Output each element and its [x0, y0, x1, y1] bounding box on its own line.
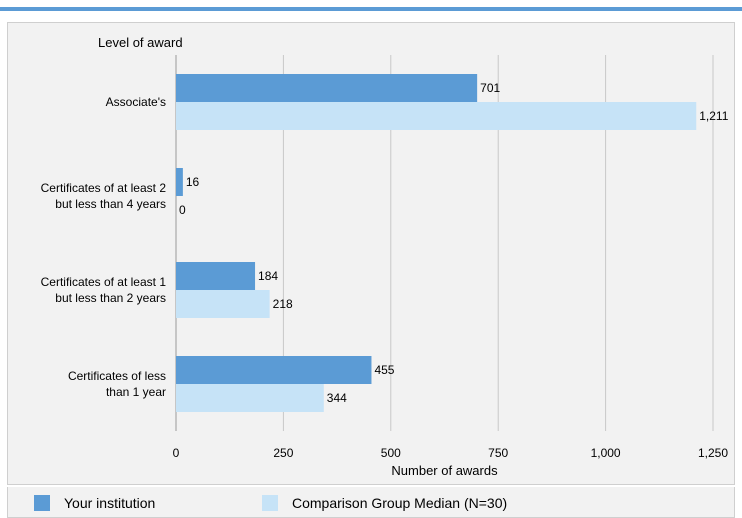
- legend-label-series-2: Comparison Group Median (N=30): [292, 495, 507, 511]
- data-label-series-1-cat-3: 184: [258, 269, 278, 283]
- bar-series-2-cat-1: [176, 102, 696, 130]
- data-label-series-1-cat-1: 701: [480, 81, 500, 95]
- x-axis-title: Number of awards: [391, 463, 498, 478]
- bar-series-2-cat-4: [176, 384, 324, 412]
- header-accent-rule: [0, 7, 742, 11]
- category-label-3-line-2: but less than 2 years: [55, 291, 166, 305]
- bar-series-1-cat-3: [176, 262, 255, 290]
- category-label-4-line-1: Certificates of less: [68, 369, 166, 383]
- data-label-series-1-cat-2: 16: [186, 175, 200, 189]
- x-tick-label-0: 0: [173, 446, 180, 460]
- legend-label-series-1: Your institution: [64, 495, 155, 511]
- category-label-4-line-2: than 1 year: [106, 385, 166, 399]
- category-label-2-line-1: Certificates of at least 2: [41, 181, 167, 195]
- chart-panel: 701 1,211 Associate's 16 0 Certificates of at…: [7, 22, 735, 485]
- legend-swatch-series-1: [34, 495, 50, 511]
- data-label-series-2-cat-3: 218: [273, 297, 293, 311]
- bar-series-1-cat-1: [176, 74, 477, 102]
- chart-legend: Your institution Comparison Group Median…: [7, 487, 735, 518]
- x-tick-label-3: 750: [488, 446, 508, 460]
- bar-series-1-cat-2: [176, 168, 183, 196]
- category-label-2-line-2: but less than 4 years: [55, 197, 166, 211]
- legend-item-your-institution: Your institution: [34, 495, 155, 511]
- bar-series-2-cat-3: [176, 290, 270, 318]
- data-label-series-2-cat-4: 344: [327, 391, 347, 405]
- x-tick-label-2: 500: [381, 446, 401, 460]
- bar-series-1-cat-4: [176, 356, 371, 384]
- y-axis-title: Level of award: [98, 35, 183, 50]
- data-label-series-1-cat-4: 455: [374, 363, 394, 377]
- x-tick-label-1: 250: [273, 446, 293, 460]
- category-label-1-line-1: Associate's: [106, 95, 166, 109]
- data-label-series-2-cat-1: 1,211: [699, 109, 728, 123]
- data-label-series-2-cat-2: 0: [179, 203, 186, 217]
- legend-item-comparison-median: Comparison Group Median (N=30): [262, 495, 507, 511]
- x-tick-label-4: 1,000: [591, 446, 621, 460]
- legend-swatch-series-2: [262, 495, 278, 511]
- category-label-3-line-1: Certificates of at least 1: [41, 275, 167, 289]
- x-tick-label-5: 1,250: [698, 446, 728, 460]
